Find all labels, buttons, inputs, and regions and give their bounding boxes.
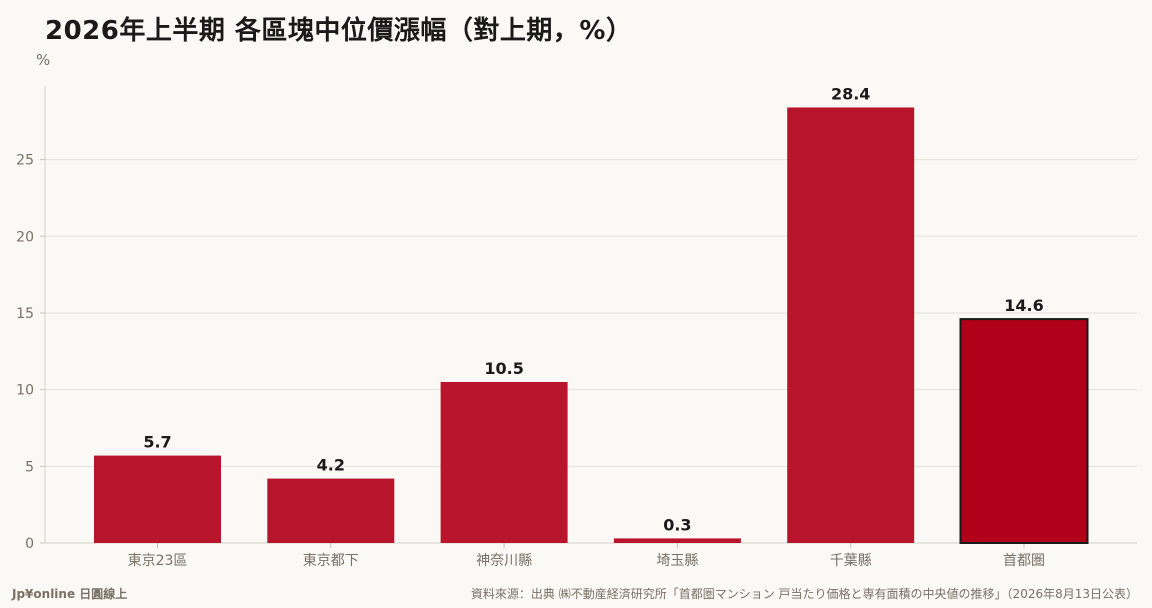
data-label: 4.2: [317, 456, 345, 475]
x-tick-label: 東京23區: [128, 553, 188, 569]
axes: 0 5 10 15 20 25% 東京23區 東京都下 神奈川縣 埼玉縣 千葉縣 首都圏: [16, 51, 1137, 569]
x-tick-label: 埼玉縣: [656, 553, 698, 569]
x-tick-label: 首都圏: [1003, 553, 1045, 569]
data-labels: 5.7 4.2 10.5 0.3 28.4 14.6: [143, 84, 1043, 534]
bar-5: [787, 107, 915, 544]
bars: [94, 107, 1089, 544]
y-axis-label: %: [36, 51, 50, 69]
y-tick-label: 25: [16, 153, 34, 169]
y-tick-label: 10: [16, 383, 34, 399]
brand-credit: Jp¥online 日圓線上: [12, 587, 128, 601]
y-tick-label: 15: [16, 306, 34, 322]
data-label: 5.7: [143, 433, 171, 452]
data-label: 14.6: [1004, 296, 1043, 315]
bar-1: [94, 455, 221, 543]
y-tick-label: 20: [16, 229, 34, 245]
data-label: 10.5: [484, 359, 523, 378]
bar-6: [959, 318, 1089, 544]
y-tick-label: 5: [25, 459, 34, 475]
chart-title: 2026年上半期 各區塊中位價漲幅（對上期，%）: [45, 16, 633, 46]
x-tick-label: 千葉縣: [830, 553, 872, 569]
bar-2: [267, 478, 395, 543]
gridlines: [45, 159, 1137, 467]
x-tick-label: 神奈川縣: [476, 553, 532, 569]
source-note: 資料來源：出典 ㈱不動産経済研究所「首都圏マンション 戸当たり価格と専有面積の中…: [470, 587, 1138, 601]
y-tick-label: 0: [25, 536, 34, 552]
bar-4: [613, 538, 741, 543]
bar-3: [440, 381, 568, 543]
x-tick-label: 東京都下: [303, 553, 359, 569]
data-label: 28.4: [831, 84, 870, 103]
data-label: 0.3: [663, 515, 691, 534]
